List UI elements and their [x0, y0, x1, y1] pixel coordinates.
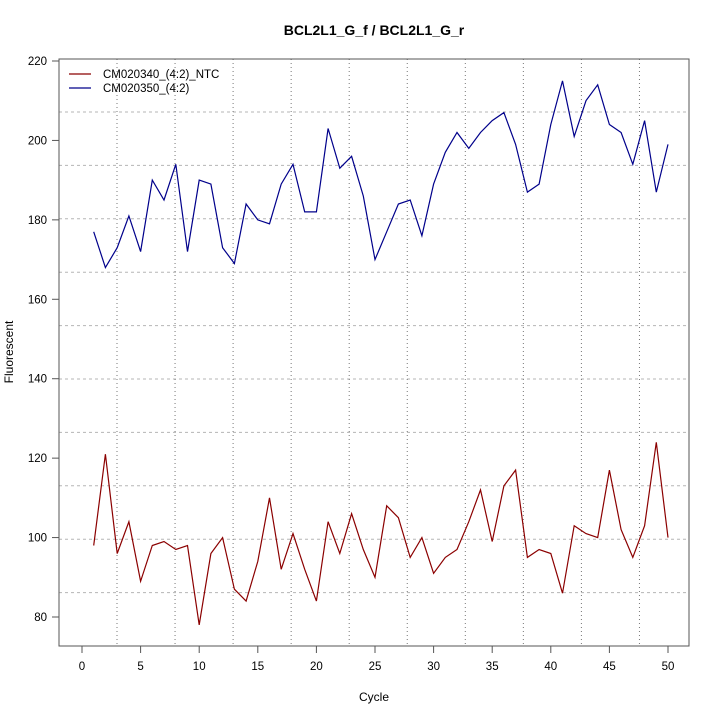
- x-tick-label: 35: [486, 661, 499, 673]
- series-line-2: [93, 80, 669, 269]
- x-tick-label: 40: [544, 661, 557, 673]
- x-tick-label: 15: [251, 661, 264, 673]
- x-tick-label: 50: [662, 661, 675, 673]
- y-tick-label: 80: [34, 612, 47, 624]
- x-tick-label: 10: [193, 661, 206, 673]
- chart-title: BCL2L1_G_f / BCL2L1_G_r: [284, 22, 465, 38]
- y-axis: 80 100 120 140 160 180 200 220: [28, 56, 59, 624]
- y-tick-label: 140: [28, 374, 47, 386]
- x-tick-label: 45: [603, 661, 616, 673]
- y-tick-label: 180: [28, 215, 47, 227]
- x-tick-label: 30: [427, 661, 440, 673]
- legend: CM020340_(4:2)_NTC CM020350_(4:2): [69, 69, 219, 95]
- x-tick-label: 0: [79, 661, 85, 673]
- x-axis: 0 5 10 15 20 25 30 35 40 45 50: [79, 646, 675, 673]
- plot-frame: [58, 58, 690, 647]
- y-tick-label: 220: [28, 56, 47, 68]
- x-axis-label: Cycle: [359, 690, 389, 704]
- x-tick-label: 25: [369, 661, 382, 673]
- series-line-1: [93, 442, 669, 625]
- legend-label: CM020350_(4:2): [103, 83, 189, 95]
- y-tick-label: 100: [28, 533, 47, 545]
- y-tick-label: 120: [28, 453, 47, 465]
- x-tick-label: 5: [137, 661, 143, 673]
- x-tick-label: 20: [310, 661, 323, 673]
- y-axis-label: Fluorescent: [2, 320, 16, 383]
- y-tick-label: 160: [28, 294, 47, 306]
- y-tick-label: 200: [28, 135, 47, 147]
- grid: [59, 59, 689, 646]
- legend-label: CM020340_(4:2)_NTC: [103, 69, 219, 81]
- series-group: [93, 80, 669, 625]
